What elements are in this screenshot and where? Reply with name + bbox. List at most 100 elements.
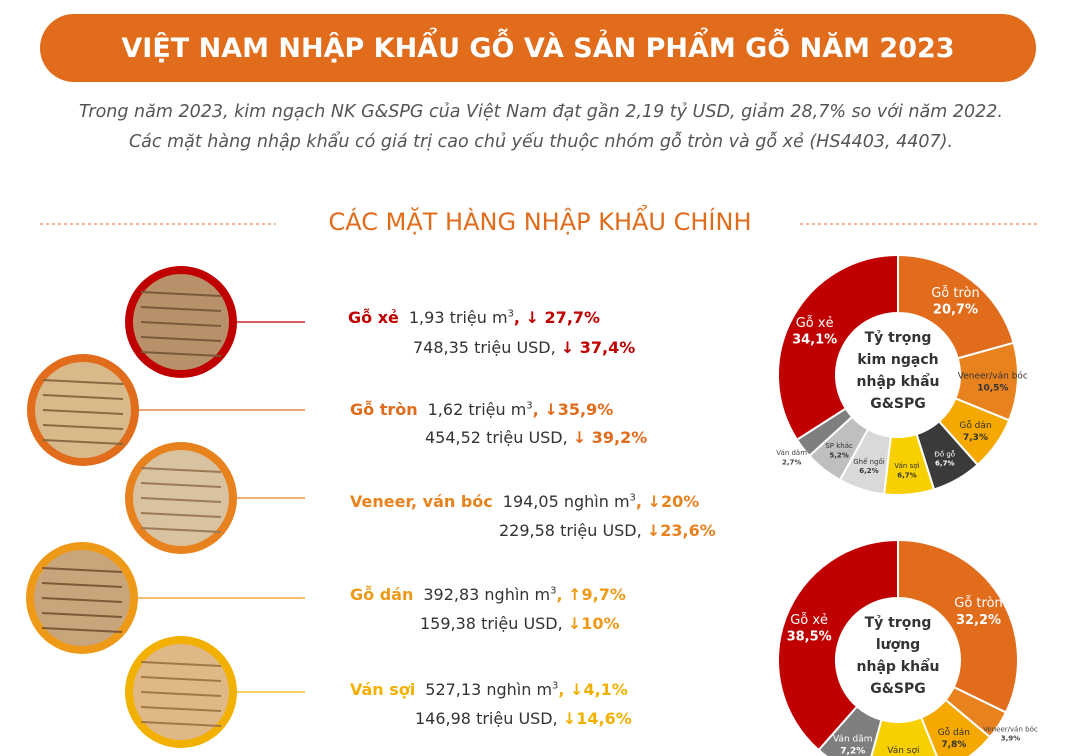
picture-texture [41, 582, 123, 588]
picture-texture [140, 351, 222, 357]
item-qty: 1,93 triệu m [408, 308, 508, 327]
slice-label: Ghế ngồi [853, 458, 885, 466]
header: VIỆT NAM NHẬP KHẨU GỖ VÀ SẢN PHẨM GỖ NĂM… [40, 14, 1036, 82]
item-line: 454,52 triệu USD, ↓ 39,2% [425, 428, 647, 447]
item-value-change: ↓ 39,2% [572, 428, 648, 447]
picture-texture [140, 306, 222, 312]
picture-texture [140, 512, 222, 518]
slice-label: Gỗ xẻ [790, 613, 828, 628]
picture-texture [140, 336, 222, 342]
picture-texture [140, 321, 222, 327]
picture-texture [41, 627, 123, 633]
item-name: Veneer, ván bóc [350, 492, 493, 511]
item-line: Gỗ dán 392,83 nghìn m3, ↑9,7% [350, 585, 626, 604]
slice-label: Gỗ tròn [931, 286, 980, 301]
item-line: 748,35 triệu USD, ↓ 37,4% [413, 338, 635, 357]
picture-texture [42, 409, 124, 415]
picture [133, 450, 229, 546]
picture-texture [140, 691, 222, 697]
picture-texture [140, 497, 222, 503]
item-unit: 3 [629, 492, 636, 504]
slice-value: 38,5% [787, 630, 832, 645]
picture-texture [140, 527, 222, 533]
slice-value: 2,7% [782, 458, 801, 466]
item-qty: 527,13 nghìn m [425, 680, 553, 699]
pie-slice [897, 538, 1020, 714]
item-unit: 3 [550, 585, 557, 597]
item-qty-change: , ↓ 27,7% [513, 308, 601, 327]
donut-center-text: kim ngạch [857, 352, 938, 368]
item-qty: 1,62 triệu m [427, 400, 527, 419]
slice-value: 7,8% [941, 740, 966, 750]
picture-texture [140, 706, 222, 712]
slice-label: Veneer/ván bóc [958, 371, 1028, 382]
item-value-change: ↓ 37,4% [560, 338, 636, 357]
item-value: 748,35 triệu USD, [413, 338, 556, 357]
slice-label: Gỗ tròn [954, 596, 1003, 611]
item-value: 159,38 triệu USD, [420, 614, 563, 633]
slice-value: 6,2% [859, 467, 878, 475]
picture [133, 274, 229, 370]
pie-slice [777, 253, 899, 442]
picture-texture [41, 567, 123, 573]
picture-texture [140, 467, 222, 473]
item-line: Veneer, ván bóc 194,05 nghìn m3, ↓20% [350, 492, 699, 511]
slice-label: Ván dăm [833, 735, 873, 745]
item-value-change: ↓23,6% [646, 521, 716, 540]
slice-value: 10,5% [977, 383, 1008, 393]
picture-texture [140, 291, 222, 297]
slice-label: Ván dăm [776, 449, 807, 457]
item-value: 229,58 triệu USD, [499, 521, 642, 540]
picture-texture [140, 676, 222, 682]
slice-value: 7,3% [963, 433, 988, 443]
item-qty: 392,83 nghìn m [423, 585, 551, 604]
donut-center-text: G&SPG [870, 396, 926, 412]
picture-texture [140, 661, 222, 667]
item-line: 229,58 triệu USD, ↓23,6% [499, 521, 716, 540]
picture-texture [41, 612, 123, 618]
section-title: CÁC MẶT HÀNG NHẬP KHẨU CHÍNH [328, 208, 752, 236]
slice-label: SP khác [825, 442, 853, 450]
slice-value: 5,2% [829, 451, 848, 459]
slice-label: Veneer/ván bóc [983, 725, 1038, 733]
slice-label: Ván sợi [887, 746, 919, 756]
pie-slice [777, 538, 899, 752]
intro-line: Các mặt hàng nhập khẩu có giá trị cao ch… [128, 132, 954, 152]
picture-texture [140, 482, 222, 488]
donut-center-text: nhập khẩu [857, 373, 940, 390]
item-unit: 3 [552, 680, 559, 692]
item-name: Gỗ xẻ [348, 308, 399, 327]
item-qty: 194,05 nghìn m [502, 492, 630, 511]
picture-texture [42, 379, 124, 385]
slice-value: 6,7% [935, 459, 954, 467]
slice-label: Ván sợi [894, 462, 919, 470]
slice-value: 32,2% [956, 613, 1001, 628]
item-qty-change: , ↓35,9% [532, 400, 614, 419]
item-name: Gỗ dán [350, 585, 414, 604]
slice-value: 3,9% [1001, 735, 1020, 743]
picture [35, 362, 131, 458]
donut-center-text: G&SPG [870, 681, 926, 697]
item-name: Gỗ tròn [350, 400, 418, 419]
donut-center-text: Tỷ trọng [865, 615, 932, 631]
item-unit: 3 [507, 308, 514, 320]
item-line: Gỗ xẻ 1,93 triệu m3, ↓ 27,7% [348, 308, 600, 327]
pie-slice [919, 698, 992, 756]
picture-texture [140, 721, 222, 727]
item-line: Gỗ tròn 1,62 triệu m3, ↓35,9% [350, 400, 613, 419]
picture-texture [42, 394, 124, 400]
item-unit: 3 [526, 400, 533, 412]
picture-texture [42, 439, 124, 445]
picture [34, 550, 130, 646]
item-value: 146,98 triệu USD, [415, 709, 558, 728]
item-qty-change: , ↓4,1% [558, 680, 628, 699]
picture [133, 644, 229, 740]
slice-value: 34,1% [792, 333, 837, 348]
donut-center-text: Tỷ trọng [865, 330, 932, 346]
slice-value: 7,2% [840, 746, 865, 756]
slice-label: Gỗ xẻ [796, 316, 834, 331]
picture-texture [41, 597, 123, 603]
slice-value: 6,7% [897, 471, 916, 479]
intro-line: Trong năm 2023, kim ngạch NK G&SPG của V… [79, 102, 1003, 122]
